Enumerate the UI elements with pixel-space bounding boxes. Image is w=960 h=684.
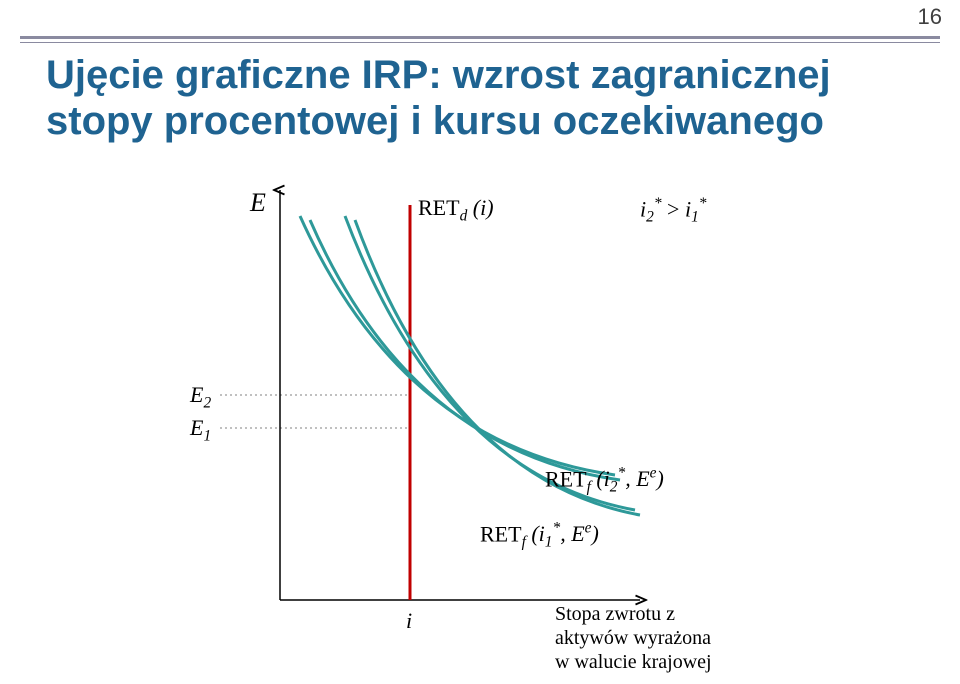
retf2-text: RET xyxy=(545,466,587,491)
retf1-open: ( xyxy=(531,521,538,546)
cond-gt: > xyxy=(667,196,685,221)
curve-retf1-a xyxy=(300,216,615,475)
x-axis-label: i xyxy=(406,608,412,634)
e1-label: E1 xyxy=(190,415,211,445)
ret-d-arg: (i) xyxy=(473,195,494,220)
page-title: Ujęcie graficzne IRP: wzrost zagraniczne… xyxy=(46,52,926,144)
top-rule-thin xyxy=(20,42,940,43)
e1-sub: 1 xyxy=(203,427,211,444)
retf2-Ee: e xyxy=(650,465,657,482)
retf1-E: E xyxy=(571,521,584,546)
top-rule-thick xyxy=(20,36,940,39)
y-axis-label: E xyxy=(250,188,266,218)
e2-sym: E xyxy=(190,382,203,407)
cond-i1-star: * xyxy=(699,195,707,212)
retf1-sub: f xyxy=(522,534,526,551)
ret-d-text: RET xyxy=(418,195,460,220)
ret-d-label: RETd (i) xyxy=(418,195,494,225)
retf1-text: RET xyxy=(480,521,522,546)
retf2-close: ) xyxy=(657,466,664,491)
footer-caption: Stopa zwrotu z aktywów wyrażona w waluci… xyxy=(555,602,712,674)
retf2-open: ( xyxy=(596,466,603,491)
retf2-i2: 2 xyxy=(610,479,618,496)
retf2-star: * xyxy=(618,465,626,482)
e2-sub: 2 xyxy=(203,394,211,411)
e1-sym: E xyxy=(190,415,203,440)
irp-chart: E RETd (i) i2* > i1* E2 E1 RETf (i2*, Ee… xyxy=(160,170,840,650)
e2-label: E2 xyxy=(190,382,211,412)
chart-svg xyxy=(160,170,840,650)
title-line-1: Ujęcie graficzne IRP: wzrost zagraniczne… xyxy=(46,53,831,97)
cond-i1-1: 1 xyxy=(691,209,699,226)
retf2-label: RETf (i2*, Ee) xyxy=(545,465,664,497)
footer-l1: Stopa zwrotu z xyxy=(555,603,675,625)
condition-label: i2* > i1* xyxy=(640,195,706,227)
cond-i2-2: 2 xyxy=(646,209,654,226)
footer-l3: w walucie krajowej xyxy=(555,651,712,673)
page-number: 16 xyxy=(918,4,942,30)
curve-retf1-b xyxy=(310,220,620,480)
title-line-2: stopy procentowej i kursu oczekiwanego xyxy=(46,99,824,143)
cond-i2-star: * xyxy=(654,195,662,212)
ret-d-sub: d xyxy=(460,207,468,224)
footer-l2: aktywów wyrażona xyxy=(555,627,711,649)
retf1-label: RETf (i1*, Ee) xyxy=(480,520,599,552)
retf1-Ee: e xyxy=(585,520,592,537)
retf1-i1: 1 xyxy=(545,534,553,551)
retf2-E: E xyxy=(636,466,649,491)
retf1-star: * xyxy=(553,520,561,537)
retf1-close: ) xyxy=(592,521,599,546)
retf2-sub: f xyxy=(587,479,591,496)
